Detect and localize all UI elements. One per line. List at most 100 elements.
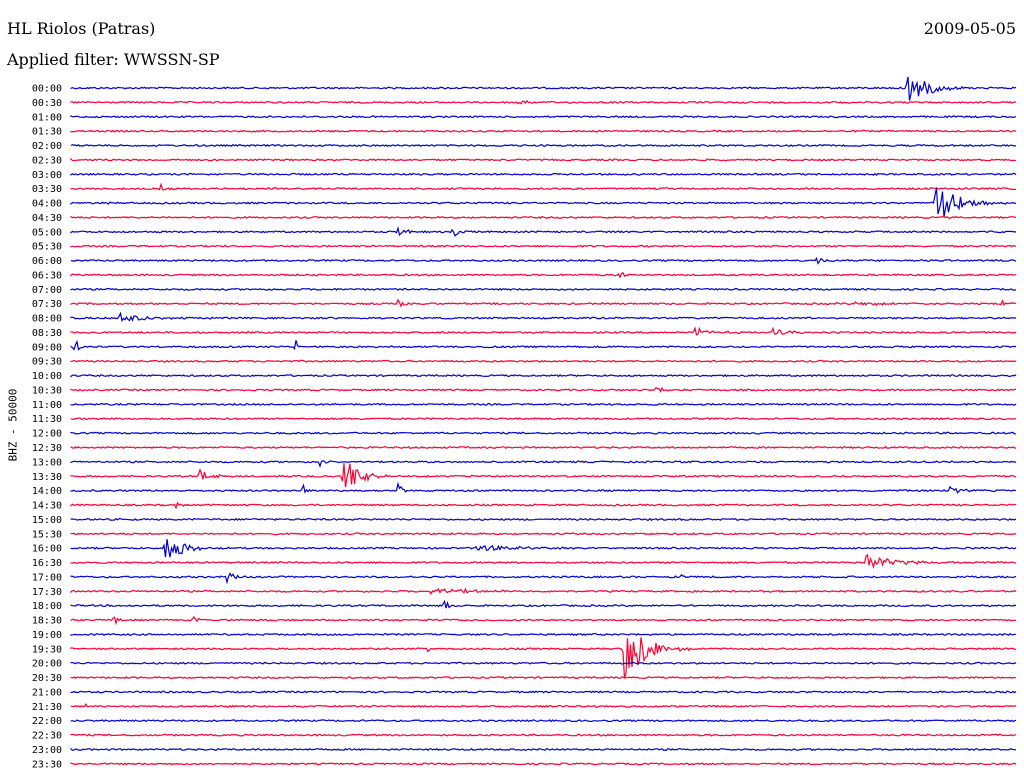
trace-0430 — [70, 215, 1017, 220]
trace-1500 — [70, 517, 1017, 522]
trace-1700 — [70, 572, 1017, 585]
trace-1200 — [70, 431, 1017, 435]
row-label-0030: 00:30 — [32, 98, 62, 109]
row-label-0830: 08:30 — [32, 328, 62, 339]
row-label-0130: 01:30 — [32, 127, 62, 138]
row-label-1400: 14:00 — [32, 486, 62, 497]
trace-2300 — [70, 747, 1017, 752]
row-label-0630: 06:30 — [32, 270, 62, 281]
trace-0730 — [70, 298, 1017, 308]
row-label-2230: 22:30 — [32, 731, 62, 742]
trace-1000 — [70, 373, 1017, 378]
trace-0030 — [70, 99, 1017, 105]
trace-2330 — [70, 762, 1017, 766]
row-label-2100: 21:00 — [32, 687, 62, 698]
row-label-1830: 18:30 — [32, 616, 62, 627]
row-label-0700: 07:00 — [32, 285, 62, 296]
row-label-1130: 11:30 — [32, 414, 62, 425]
row-label-1900: 19:00 — [32, 630, 62, 641]
trace-1930 — [70, 637, 1017, 679]
station-title: HL Riolos (Patras) — [7, 19, 156, 38]
row-label-2030: 20:30 — [32, 673, 62, 684]
row-label-0500: 05:00 — [32, 227, 62, 238]
trace-2000 — [70, 661, 1017, 665]
trace-0100 — [70, 115, 1017, 119]
trace-1530 — [70, 532, 1017, 536]
row-label-0600: 06:00 — [32, 256, 62, 267]
trace-0330 — [70, 182, 1016, 191]
row-label-1030: 10:30 — [32, 385, 62, 396]
trace-1300 — [70, 460, 1017, 469]
row-label-1100: 11:00 — [32, 400, 62, 411]
row-label-1800: 18:00 — [32, 601, 62, 612]
trace-2100 — [70, 690, 1017, 694]
row-label-0930: 09:30 — [32, 357, 62, 368]
row-label-0230: 02:30 — [32, 155, 62, 166]
trace-1600 — [70, 539, 1017, 558]
trace-1400 — [70, 481, 1017, 494]
row-label-0330: 03:30 — [32, 184, 62, 195]
trace-0500 — [70, 225, 1017, 237]
trace-0800 — [70, 311, 1017, 323]
trace-1330 — [70, 463, 1017, 488]
trace-1030 — [70, 386, 1017, 393]
row-label-0100: 01:00 — [32, 112, 62, 123]
trace-0300 — [70, 172, 1017, 176]
trace-0900 — [70, 339, 1017, 351]
row-label-1300: 13:00 — [32, 457, 62, 468]
trace-2030 — [70, 675, 1017, 680]
trace-0200 — [70, 143, 1017, 148]
row-label-2200: 22:00 — [32, 716, 62, 727]
filter-label: Applied filter: WWSSN-SP — [7, 50, 220, 69]
trace-0000 — [70, 76, 1017, 101]
row-label-1430: 14:30 — [32, 501, 62, 512]
row-label-2300: 23:00 — [32, 745, 62, 756]
row-label-1500: 15:00 — [32, 515, 62, 526]
row-label-0800: 08:00 — [32, 314, 62, 325]
trace-1430 — [70, 501, 1017, 510]
trace-2130 — [71, 703, 1017, 708]
row-label-2000: 20:00 — [32, 659, 62, 670]
row-label-1000: 10:00 — [32, 371, 62, 382]
trace-1900 — [70, 632, 1017, 637]
trace-1830 — [70, 615, 1017, 626]
trace-1130 — [70, 417, 1017, 421]
trace-0600 — [70, 256, 1017, 265]
row-label-0530: 05:30 — [32, 242, 62, 253]
row-label-1700: 17:00 — [32, 572, 62, 583]
trace-1730 — [70, 587, 1017, 595]
trace-0130 — [70, 129, 1017, 133]
row-label-1730: 17:30 — [32, 587, 62, 598]
row-label-1330: 13:30 — [32, 472, 62, 483]
row-label-1230: 12:30 — [32, 443, 62, 454]
row-label-0730: 07:30 — [32, 299, 62, 310]
trace-0700 — [70, 287, 1016, 291]
trace-2200 — [70, 719, 1017, 723]
row-label-0000: 00:00 — [32, 84, 62, 95]
row-label-1630: 16:30 — [32, 558, 62, 569]
row-label-0430: 04:30 — [32, 213, 62, 224]
trace-1630 — [70, 553, 1017, 570]
row-label-1930: 19:30 — [32, 644, 62, 655]
row-label-0900: 09:00 — [32, 342, 62, 353]
row-label-2330: 23:30 — [32, 759, 62, 770]
row-label-0200: 02:00 — [32, 141, 62, 152]
trace-0230 — [70, 157, 1017, 162]
trace-0400 — [70, 187, 1017, 218]
trace-0930 — [70, 359, 1017, 363]
row-label-1600: 16:00 — [32, 544, 62, 555]
trace-0830 — [70, 326, 1017, 336]
row-label-0400: 04:00 — [32, 199, 62, 210]
row-label-0300: 03:00 — [32, 170, 62, 181]
trace-1100 — [70, 402, 1017, 407]
trace-0630 — [70, 271, 1017, 279]
date-label: 2009-05-05 — [923, 19, 1016, 38]
trace-2230 — [70, 733, 1017, 737]
trace-1800 — [70, 599, 1017, 609]
row-label-1200: 12:00 — [32, 429, 62, 440]
row-label-2130: 21:30 — [32, 702, 62, 713]
trace-0530 — [70, 244, 1017, 248]
trace-1230 — [70, 445, 1016, 450]
row-label-1530: 15:30 — [32, 529, 62, 540]
